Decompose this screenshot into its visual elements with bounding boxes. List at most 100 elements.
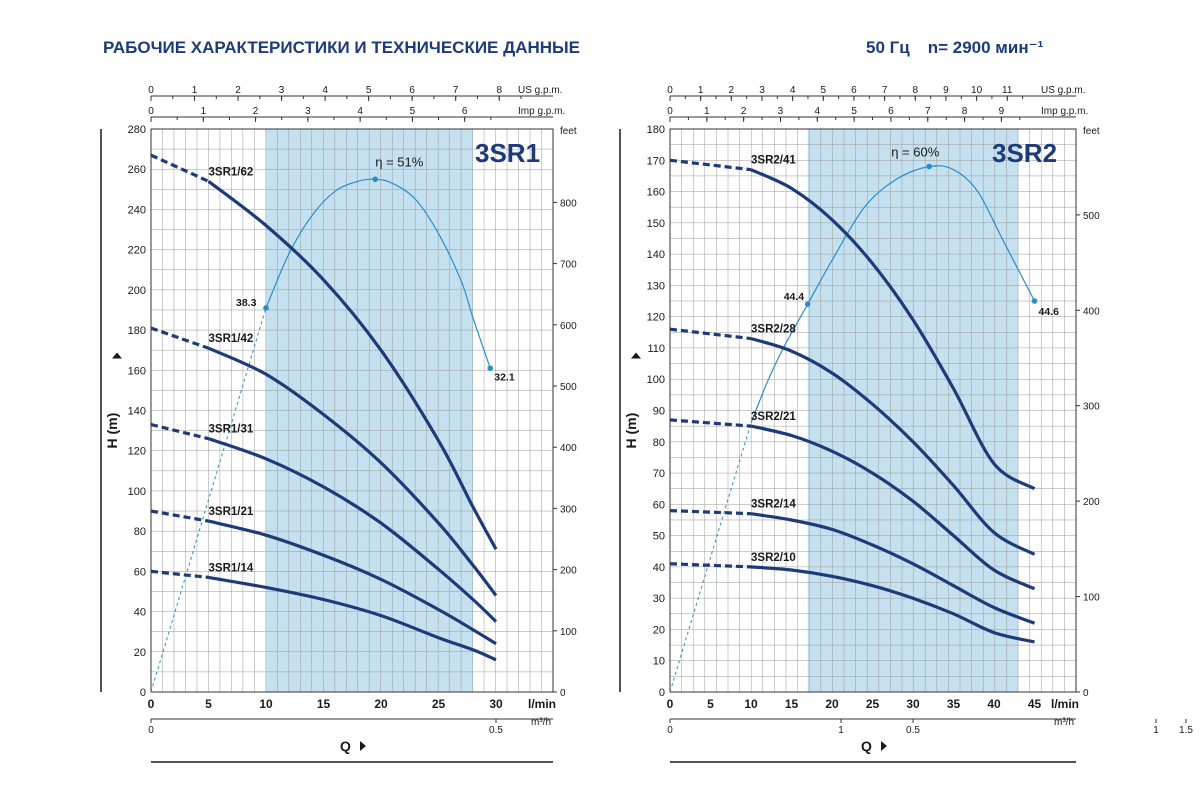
curve-label: 3SR2/14 xyxy=(751,499,796,511)
y-tick-label: 200 xyxy=(128,285,146,297)
frequency-label: 50 Гц xyxy=(866,38,910,57)
x-tick-label: 20 xyxy=(825,697,839,711)
imp-gpm-tick-label: 5 xyxy=(851,106,857,117)
us-gpm-tick-label: 5 xyxy=(366,85,372,96)
m3h-unit-label: m³/h xyxy=(531,717,551,728)
y2-tick-label: 800 xyxy=(560,198,577,209)
imp-gpm-tick-label: 0 xyxy=(148,106,154,117)
curve-3sr2-14: 3SR2/14 xyxy=(669,499,1036,625)
efficiency-extension xyxy=(150,307,267,693)
curve-label: 3SR1/14 xyxy=(209,562,254,574)
curve-line xyxy=(750,512,1036,625)
curve-dashed-segment xyxy=(150,509,209,523)
curve-3sr1-42: 3SR1/42 xyxy=(150,326,498,597)
curve-label: 3SR1/42 xyxy=(209,333,254,345)
curve-line xyxy=(208,575,497,662)
curve-line xyxy=(750,424,1036,591)
curve-dashed-segment xyxy=(669,562,752,569)
curve-line xyxy=(208,519,497,646)
y-tick-label: 70 xyxy=(653,468,665,480)
imp-gpm-tick-label: 8 xyxy=(962,106,968,117)
curve-label: 3SR2/10 xyxy=(751,552,796,564)
us-gpm-tick-label: 4 xyxy=(322,85,328,96)
chart-3sr2: 0102030405060708090100110120130140150160… xyxy=(619,85,1159,763)
efficiency-extension xyxy=(669,422,752,693)
efficiency-point-label: 44.6 xyxy=(1039,306,1060,318)
m3h-tick-label: 0.5 xyxy=(906,725,920,736)
y2-tick-label: 700 xyxy=(560,260,577,271)
efficiency-point xyxy=(372,176,379,183)
x-axis-arrow-icon xyxy=(360,741,366,751)
curve-3sr2-10: 3SR2/10 xyxy=(669,552,1035,644)
us-gpm-tick-label: 3 xyxy=(279,85,285,96)
y-tick-label: 80 xyxy=(134,526,146,538)
x-axis-arrow-icon xyxy=(881,741,887,751)
y-tick-label: 100 xyxy=(647,374,665,386)
y2-unit-label: feet xyxy=(1083,126,1100,137)
x-tick-label: 25 xyxy=(866,697,880,711)
us-gpm-tick-label: 3 xyxy=(759,85,765,96)
y-tick-label: 100 xyxy=(128,486,146,498)
curve-3sr1-31: 3SR1/31 xyxy=(150,423,498,623)
y-axis-title: H (m) xyxy=(623,413,639,449)
imp-gpm-tick-label: 2 xyxy=(741,106,747,117)
curve-label: 3SR1/31 xyxy=(209,424,254,436)
imp-gpm-tick-label: 7 xyxy=(925,106,931,117)
m3h-tick-label: 0 xyxy=(667,725,673,736)
efficiency-point-label: 38.3 xyxy=(236,297,257,309)
imp-gpm-tick-label: 4 xyxy=(815,106,821,117)
y2-tick-label: 0 xyxy=(1083,688,1089,699)
us-gpm-tick-label: 9 xyxy=(943,85,949,96)
curve-dashed-segment xyxy=(669,158,752,172)
us-gpm-unit-label: US g.p.m. xyxy=(1041,85,1085,96)
y2-tick-label: 200 xyxy=(1083,497,1100,508)
efficiency-point xyxy=(487,365,494,372)
m3h-tick-label: 0 xyxy=(148,725,154,736)
y-tick-label: 220 xyxy=(128,245,146,257)
y-tick-label: 0 xyxy=(659,687,665,699)
m3h-tick-label: 1 xyxy=(1153,725,1159,736)
curve-line xyxy=(207,437,498,623)
curve-3sr2-21: 3SR2/21 xyxy=(669,411,1036,591)
y-tick-label: 110 xyxy=(647,343,665,355)
efficiency-point xyxy=(926,163,932,170)
us-gpm-tick-label: 0 xyxy=(667,85,673,96)
x-tick-label: 15 xyxy=(785,697,799,711)
us-gpm-tick-label: 2 xyxy=(235,85,241,96)
y2-tick-label: 500 xyxy=(1083,211,1100,222)
us-gpm-unit-label: US g.p.m. xyxy=(518,85,562,96)
curve-label: 3SR2/28 xyxy=(751,324,796,336)
us-gpm-tick-label: 4 xyxy=(790,85,796,96)
y-tick-label: 280 xyxy=(128,124,146,136)
imp-gpm-tick-label: 6 xyxy=(462,106,468,117)
imp-gpm-tick-label: 3 xyxy=(305,106,311,117)
y-tick-label: 90 xyxy=(653,406,665,418)
y-tick-label: 60 xyxy=(653,499,665,511)
page-title: РАБОЧИЕ ХАРАКТЕРИСТИКИ И ТЕХНИЧЕСКИЕ ДАН… xyxy=(103,38,581,57)
imp-gpm-tick-label: 9 xyxy=(999,106,1005,117)
y-tick-label: 170 xyxy=(647,155,665,167)
y2-tick-label: 400 xyxy=(1083,306,1100,317)
y2-tick-label: 500 xyxy=(560,382,577,393)
y-tick-label: 130 xyxy=(647,280,665,292)
x-tick-label: 30 xyxy=(489,697,503,711)
y-tick-label: 150 xyxy=(647,218,665,230)
y2-tick-label: 100 xyxy=(1083,593,1100,604)
y-tick-label: 80 xyxy=(653,437,665,449)
y-tick-label: 160 xyxy=(647,187,665,199)
y-axis-arrow-icon xyxy=(112,352,122,359)
curve-3sr1-21: 3SR1/21 xyxy=(150,506,497,646)
x-tick-label: 45 xyxy=(1028,697,1042,711)
y-tick-label: 0 xyxy=(140,687,146,699)
us-gpm-tick-label: 11 xyxy=(1002,85,1013,96)
y-tick-label: 40 xyxy=(134,607,146,619)
y2-tick-label: 0 xyxy=(560,688,566,699)
us-gpm-tick-label: 6 xyxy=(851,85,857,96)
y-tick-label: 10 xyxy=(653,656,665,668)
y-tick-label: 50 xyxy=(653,531,665,543)
imp-gpm-tick-label: 6 xyxy=(888,106,894,117)
curve-dashed-segment xyxy=(669,418,752,428)
x-tick-label: 40 xyxy=(987,697,1001,711)
efficiency-point-label: 32.1 xyxy=(494,371,515,383)
